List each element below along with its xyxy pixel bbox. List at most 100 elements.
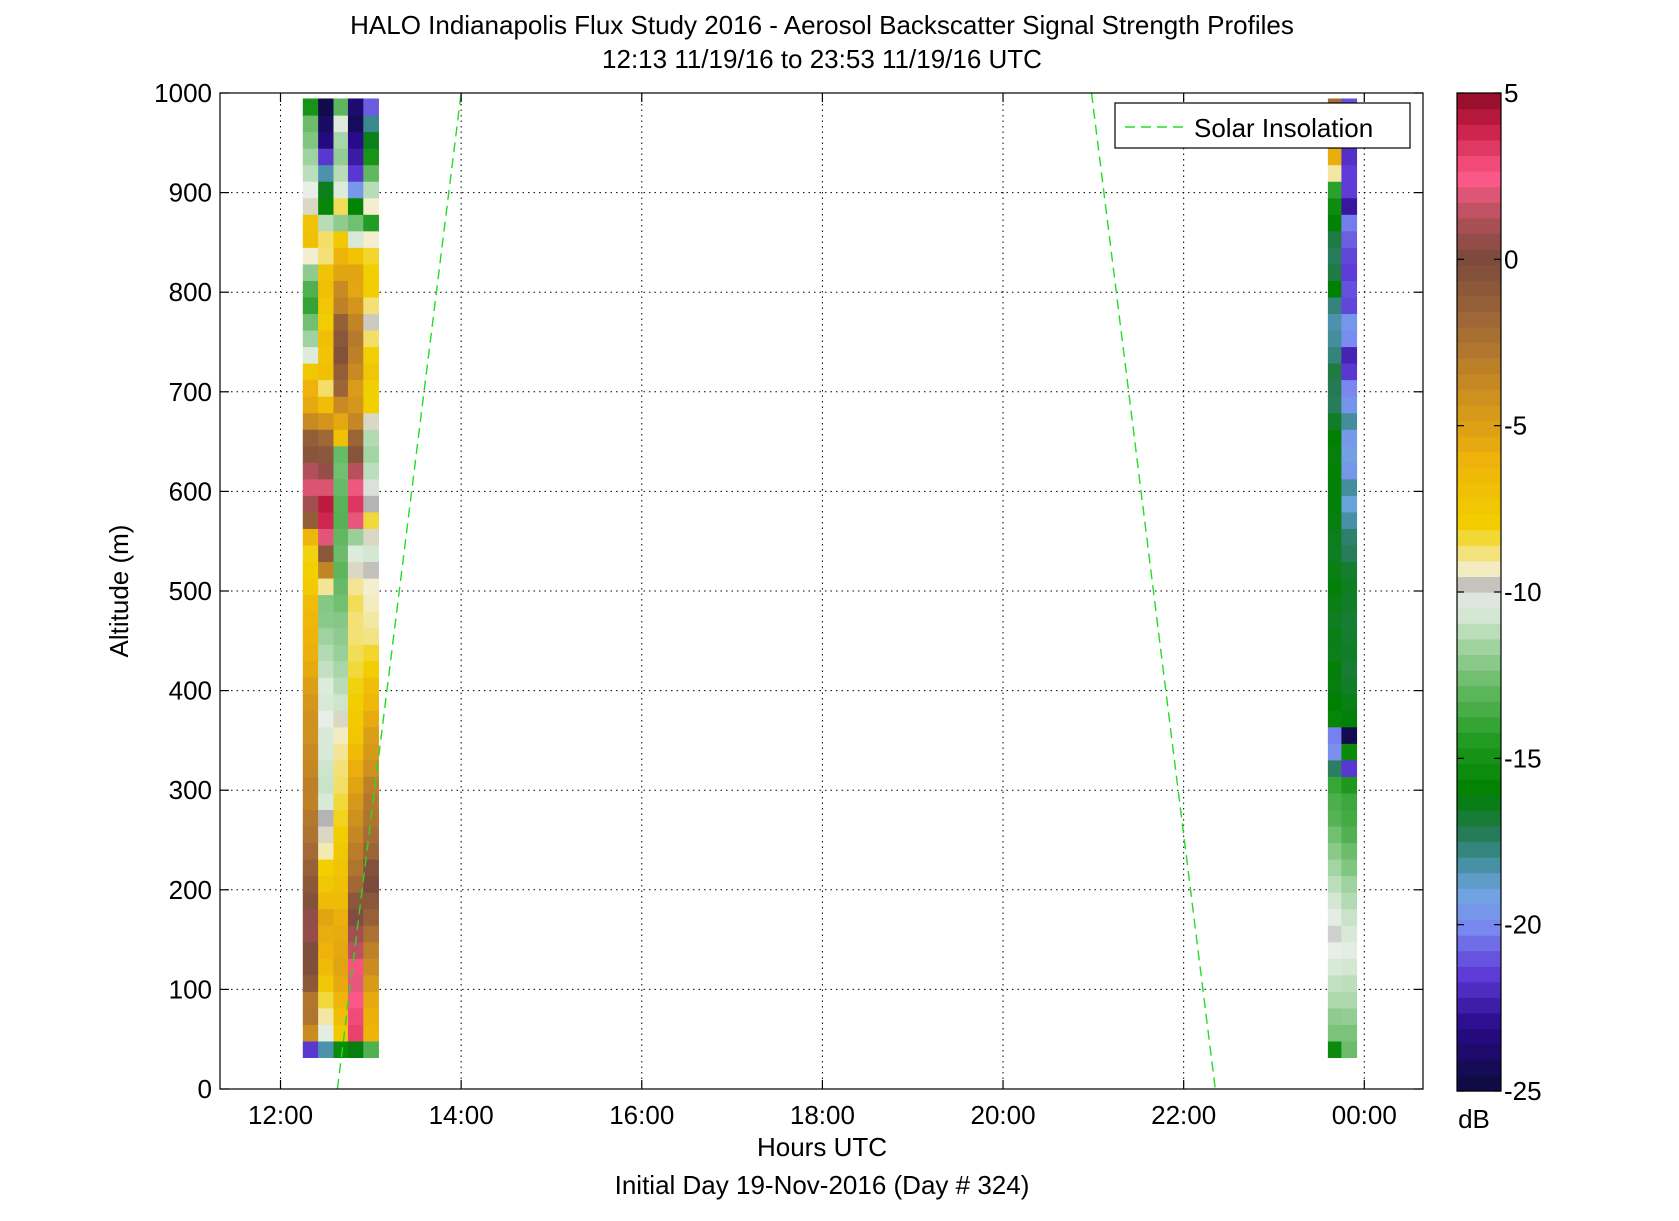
colorbar-band [1457,623,1501,640]
heatmap-cell [318,181,334,199]
heatmap-cell [318,280,334,298]
heatmap-cell [347,991,364,1009]
heatmap-cell [318,230,334,248]
heatmap-cell [1327,313,1344,331]
heatmap-cell [302,1007,319,1025]
heatmap-cell [302,379,319,397]
heatmap-cell [302,115,319,133]
solar-insolation-lines [336,93,1216,1089]
heatmap-cell [363,710,379,728]
colorbar-band [1457,1028,1501,1045]
heatmap-cell [347,941,364,959]
heatmap-cell [1341,743,1358,761]
colorbar-band [1457,373,1501,390]
x-tick-label: 22:00 [1151,1100,1216,1130]
colorbar-band [1457,514,1501,531]
colorbar-band [1457,903,1501,921]
heatmap-cell [1327,710,1344,728]
heatmap-cell [1341,561,1358,579]
colorbar-band [1457,545,1501,562]
heatmap-cell [347,164,364,182]
heatmap-cell [1341,263,1358,281]
x-axis-label: Hours UTC [757,1132,887,1162]
heatmap-cell [318,875,334,893]
heatmap-cell [347,263,364,281]
heatmap-cell [1341,594,1358,612]
colorbar [1457,93,1501,1092]
heatmap-cell [1327,363,1344,381]
legend: Solar Insolation [1114,102,1411,149]
colorbar-band [1457,93,1501,110]
heatmap-cell [318,148,334,166]
colorbar-band [1457,732,1501,749]
heatmap-cell [1341,544,1358,563]
heatmap-cell [1327,925,1344,943]
solar-insolation-line [1090,93,1216,1089]
legend-box [1114,102,1411,149]
heatmap-cell [363,577,379,596]
heatmap-cell [347,148,364,166]
heatmap-cell [318,363,334,381]
heatmap-cell [363,677,379,695]
heatmap-cell [363,131,379,149]
heatmap-cell [1341,296,1358,315]
heatmap-cell [1341,329,1358,348]
heatmap-cell [347,511,364,529]
heatmap-cell [318,726,334,744]
heatmap-cell [1327,478,1344,496]
heatmap-cell [318,197,334,215]
heatmap-cell [1327,148,1344,166]
heatmap-cell [1327,594,1344,612]
heatmap-cell [363,1040,379,1059]
heatmap-cell [302,991,319,1009]
heatmap-cell [318,859,334,877]
heatmap-cell [1327,991,1344,1009]
heatmap-cell [318,296,334,315]
heatmap-cell [363,594,379,612]
heatmap-cell [333,1040,350,1059]
heatmap-cell [1327,908,1344,926]
heatmap-cell [333,875,350,893]
colorbar-band [1457,389,1501,406]
colorbar-band [1457,202,1501,219]
colorbar-band [1457,872,1501,889]
heatmap-cell [1341,677,1358,695]
heatmap-cell [302,197,319,215]
heatmap-cell [363,148,379,166]
heatmap-cell [363,958,379,976]
heatmap-cell [302,726,319,744]
colorbar-band [1457,966,1501,983]
colorbar-band [1457,233,1501,250]
heatmap-cell [1327,809,1344,827]
heatmap-cell [302,875,319,893]
heatmap-cell [318,974,334,992]
heatmap-cell [318,495,334,513]
colorbar-band [1457,841,1501,858]
heatmap-cell [347,379,364,397]
heatmap-cell [1341,875,1358,893]
heatmap-cell [363,611,379,629]
heatmap-cell [347,396,364,414]
heatmap-cell [318,115,334,133]
y-tick-label: 300 [169,775,212,805]
colorbar-band [1457,1075,1501,1092]
heatmap-cell [333,958,350,976]
heatmap-cell [363,346,379,364]
heatmap-cell [1327,1024,1344,1042]
heatmap-cell [347,247,364,265]
colorbar-band [1457,950,1501,967]
heatmap-cell [333,230,350,248]
heatmap-cells [302,98,1358,1059]
heatmap-cell [347,974,364,992]
x-tick-label: 14:00 [429,1100,494,1130]
heatmap-cell [347,181,364,199]
heatmap-cell [333,197,350,215]
heatmap-cell [333,544,350,563]
heatmap-cell [1341,280,1358,298]
heatmap-cell [333,164,350,182]
colorbar-band [1457,560,1501,577]
heatmap-cell [333,379,350,397]
heatmap-cell [333,644,350,662]
heatmap-cell [347,363,364,381]
heatmap-cell [302,710,319,728]
